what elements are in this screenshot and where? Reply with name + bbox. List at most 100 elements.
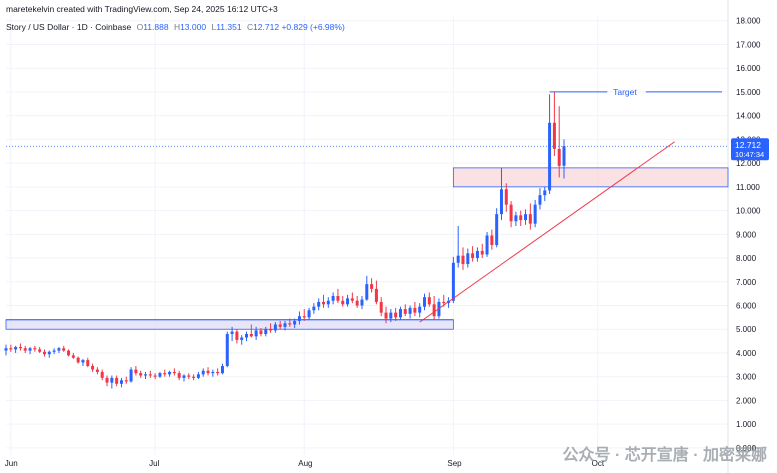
candle xyxy=(350,292,354,304)
x-tick-label: Aug xyxy=(298,459,312,468)
candle-body xyxy=(538,195,542,205)
candle xyxy=(144,371,148,380)
candle-body xyxy=(389,312,393,319)
y-tick-label: 14.000 xyxy=(736,112,761,121)
y-tick-label: 11.000 xyxy=(736,183,760,192)
candle-body xyxy=(471,253,475,259)
y-tick-label: 5.000 xyxy=(736,325,757,334)
candle-body xyxy=(552,122,556,149)
last-price-value: 12.712 xyxy=(735,140,761,150)
trendline xyxy=(419,141,675,323)
candle-body xyxy=(168,371,172,375)
price-axis[interactable]: 18.00017.00016.00015.00014.00013.00012.0… xyxy=(736,17,761,453)
candle-body xyxy=(451,262,455,301)
candle-body xyxy=(485,235,489,255)
candle-body xyxy=(499,189,503,215)
candle xyxy=(451,256,455,304)
candle xyxy=(297,311,301,325)
y-tick-label: 9.000 xyxy=(736,230,757,239)
candle xyxy=(360,296,364,310)
candle xyxy=(365,275,369,301)
candle xyxy=(225,331,229,368)
candle-body xyxy=(288,323,292,325)
candle-body xyxy=(163,373,167,375)
candle xyxy=(62,345,66,352)
candle xyxy=(499,167,503,221)
candle xyxy=(552,91,556,157)
candle-body xyxy=(235,331,239,340)
candle-body xyxy=(495,214,499,245)
candle-body xyxy=(105,377,109,383)
candle xyxy=(216,368,220,376)
candle xyxy=(259,328,263,337)
candle xyxy=(9,344,13,352)
candle xyxy=(423,293,427,311)
candle-body xyxy=(9,348,13,350)
candle xyxy=(524,209,528,225)
candle xyxy=(283,320,287,331)
last-price-tag-bg xyxy=(731,138,769,161)
candle-body xyxy=(475,250,479,259)
candle xyxy=(206,367,210,376)
candle-body xyxy=(115,377,119,384)
candle xyxy=(331,292,335,305)
candle xyxy=(475,247,479,262)
candle-body xyxy=(456,255,460,263)
candle-body xyxy=(57,348,61,351)
candle-body xyxy=(124,380,128,382)
candle-body xyxy=(220,366,224,374)
candle xyxy=(23,345,27,353)
candle xyxy=(538,188,542,210)
candle-body xyxy=(413,307,417,313)
candle xyxy=(235,329,239,344)
candle xyxy=(379,297,383,317)
candle xyxy=(418,303,422,318)
high-value: 13.000 xyxy=(180,22,207,32)
candle xyxy=(100,369,104,381)
candle xyxy=(374,280,378,305)
candle-body xyxy=(394,312,398,318)
candle xyxy=(240,335,244,345)
y-tick-label: 3.000 xyxy=(736,373,757,382)
candle-body xyxy=(62,348,66,351)
candle-body xyxy=(533,204,537,224)
candle xyxy=(341,296,345,307)
candle xyxy=(57,347,61,353)
candle-body xyxy=(297,316,301,321)
candle xyxy=(471,246,475,262)
candle-body xyxy=(273,324,277,331)
candle xyxy=(18,343,22,351)
candle-body xyxy=(206,370,210,374)
candle xyxy=(91,363,95,372)
candle-body xyxy=(42,351,46,355)
candle xyxy=(254,326,258,340)
candle xyxy=(312,303,316,314)
candle xyxy=(264,326,268,337)
candle-body xyxy=(490,235,494,245)
candle xyxy=(33,345,37,352)
candle-body xyxy=(562,146,566,166)
candle xyxy=(307,307,311,320)
candle xyxy=(153,373,157,380)
candle-body xyxy=(110,377,114,383)
x-tick-label: Oct xyxy=(592,459,605,468)
candle-body xyxy=(23,348,27,351)
y-tick-label: 8.000 xyxy=(736,254,757,263)
candle xyxy=(495,208,499,248)
candle xyxy=(384,306,388,324)
candle xyxy=(370,278,374,293)
candle-body xyxy=(28,348,32,351)
annotation-zones xyxy=(5,167,729,330)
candle-body xyxy=(71,355,75,358)
y-tick-label: 15.000 xyxy=(736,88,761,97)
candle-body xyxy=(95,369,99,372)
candle-body xyxy=(312,306,316,311)
time-axis[interactable]: Jun Jul Aug Sep Oct xyxy=(5,459,605,468)
candle-body xyxy=(336,296,340,301)
candle xyxy=(76,356,80,364)
candle-body xyxy=(187,375,191,377)
symbol-title[interactable]: Story / US Dollar · 1D · Coinbase xyxy=(6,22,132,32)
candle xyxy=(95,367,99,375)
candle-body xyxy=(317,301,321,307)
